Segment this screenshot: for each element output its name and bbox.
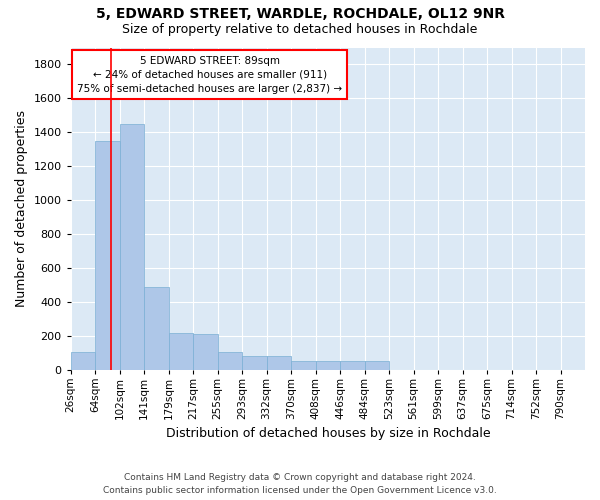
Text: 5 EDWARD STREET: 89sqm
← 24% of detached houses are smaller (911)
75% of semi-de: 5 EDWARD STREET: 89sqm ← 24% of detached… [77,56,342,94]
Bar [218,352,242,370]
X-axis label: Distribution of detached houses by size in Rochdale: Distribution of detached houses by size … [166,427,490,440]
Bar [95,140,119,370]
Text: Contains HM Land Registry data © Crown copyright and database right 2024.
Contai: Contains HM Land Registry data © Crown c… [103,474,497,495]
Text: 5, EDWARD STREET, WARDLE, ROCHDALE, OL12 9NR: 5, EDWARD STREET, WARDLE, ROCHDALE, OL12… [95,8,505,22]
Text: Size of property relative to detached houses in Rochdale: Size of property relative to detached ho… [122,22,478,36]
Bar [119,124,144,370]
Bar [193,334,218,370]
Bar [169,333,193,370]
Bar [365,361,389,370]
Bar [71,352,95,370]
Bar [340,361,365,370]
Bar [266,356,291,370]
Bar [316,361,340,370]
Bar [144,286,169,370]
Y-axis label: Number of detached properties: Number of detached properties [15,110,28,307]
Bar [291,360,316,370]
Bar [242,356,266,370]
